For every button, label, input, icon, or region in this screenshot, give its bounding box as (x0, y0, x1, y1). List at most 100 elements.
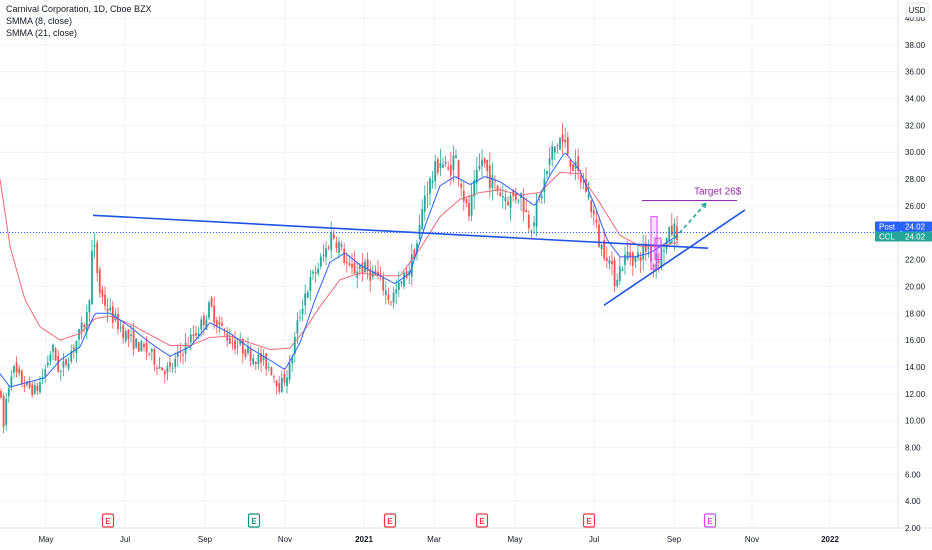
candle-down (31, 384, 34, 396)
candle-down (2, 395, 5, 427)
earnings-marker[interactable]: E (247, 513, 261, 528)
candle-down (153, 349, 156, 365)
candle-down (270, 367, 273, 376)
candle-down (265, 353, 268, 370)
candle-down (156, 367, 158, 369)
candle-up (252, 358, 255, 364)
candle-up (189, 334, 192, 343)
time-tick-label: 2022 (821, 535, 839, 544)
earnings-marker-box (582, 513, 596, 528)
earnings-marker-box (101, 513, 115, 528)
candle-down (260, 353, 262, 363)
earnings-marker-box (703, 513, 717, 528)
candle-up (299, 317, 301, 319)
candle-up (626, 251, 629, 260)
price-axis[interactable]: 2.00 4.00 6.00 8.00 10.00 12.00 14.00 16.00 18.0… (905, 14, 926, 533)
earnings-marker[interactable]: E (703, 513, 717, 528)
candle-up (624, 254, 626, 265)
post-value: 24.02 (905, 222, 926, 231)
candle-down (494, 180, 496, 182)
candle-down (111, 306, 114, 323)
neckline-trendline (92, 214, 709, 249)
candle-down (387, 294, 390, 300)
candle-down (366, 259, 369, 272)
candle-up (158, 366, 161, 369)
candle-up (267, 367, 270, 368)
candle-up (150, 349, 153, 352)
candle-down (273, 376, 275, 378)
candle-up (429, 178, 431, 194)
candle-down (579, 176, 582, 183)
candle-down (226, 333, 229, 341)
candle-down (218, 321, 221, 325)
candle-down (202, 315, 205, 326)
candle-up (608, 260, 611, 264)
candle-up (49, 354, 52, 362)
candle-up (582, 181, 585, 183)
candle-down (182, 354, 184, 356)
candle-up (647, 247, 650, 250)
candle-down (83, 324, 86, 328)
candle-down (335, 242, 338, 249)
smma8-legend[interactable]: SMMA (8, close) (6, 16, 73, 26)
candle-up (62, 361, 65, 368)
earnings-marker-box (383, 513, 397, 528)
candle-down (231, 341, 234, 344)
candle-down (514, 193, 517, 200)
currency-button[interactable]: USD (905, 2, 929, 18)
candle-down (496, 185, 499, 192)
candle-down (163, 371, 166, 375)
candle-down (561, 134, 564, 142)
candle-up (491, 175, 494, 188)
time-tick-label: Nov (745, 535, 759, 544)
candle-up (140, 341, 143, 351)
earnings-marker[interactable]: E (383, 513, 397, 528)
price-tick-label: 12.00 (905, 390, 926, 399)
candle-down (447, 167, 450, 170)
candle-down (676, 226, 678, 241)
price-tick-label: 38.00 (905, 41, 926, 50)
earnings-marker[interactable]: E (582, 513, 596, 528)
candle-down (210, 297, 213, 307)
time-tick-label: May (38, 535, 53, 544)
candle-down (18, 368, 21, 374)
candle-up (546, 170, 548, 175)
candle-down (179, 352, 182, 354)
candle-up (517, 199, 520, 201)
candle-up (135, 338, 138, 348)
target-label: Target 26$ (694, 187, 742, 198)
symbol-title[interactable]: Carnival Corporation, 1D, Cboe BZX (6, 4, 152, 14)
candle-down (525, 210, 528, 212)
candle-up (509, 195, 512, 208)
earnings-marker[interactable]: E (475, 513, 489, 528)
candle-down (390, 301, 392, 303)
candle-up (91, 250, 93, 305)
price-tick-label: 36.00 (905, 68, 926, 77)
candle-down (122, 325, 125, 339)
candle-up (356, 271, 359, 278)
earnings-marker[interactable]: E (101, 513, 115, 528)
candle-down (527, 214, 530, 229)
candle-down (137, 342, 140, 352)
candle-up (478, 165, 481, 169)
candle-up (288, 362, 291, 380)
time-axis[interactable]: May Jul Sep Nov 2021 Mar May Jul Sep Nov 2022 (38, 535, 839, 544)
price-tick-label: 18.00 (905, 309, 926, 318)
candle-up (340, 244, 343, 247)
candle-up (280, 377, 283, 393)
candle-up (618, 266, 621, 282)
smma21-legend[interactable]: SMMA (21, close) (6, 28, 78, 38)
candle-down (234, 340, 236, 350)
candle-up (665, 237, 668, 250)
candle-down (629, 252, 632, 258)
candle-up (322, 255, 325, 257)
candle-up (26, 381, 28, 385)
candle-down (566, 137, 569, 155)
price-tick-label: 28.00 (905, 175, 926, 184)
candle-down (603, 240, 606, 259)
earnings-marker-label: E (586, 517, 592, 526)
candle-up (642, 245, 645, 260)
candle-up (616, 279, 619, 286)
candle-down (345, 261, 348, 264)
